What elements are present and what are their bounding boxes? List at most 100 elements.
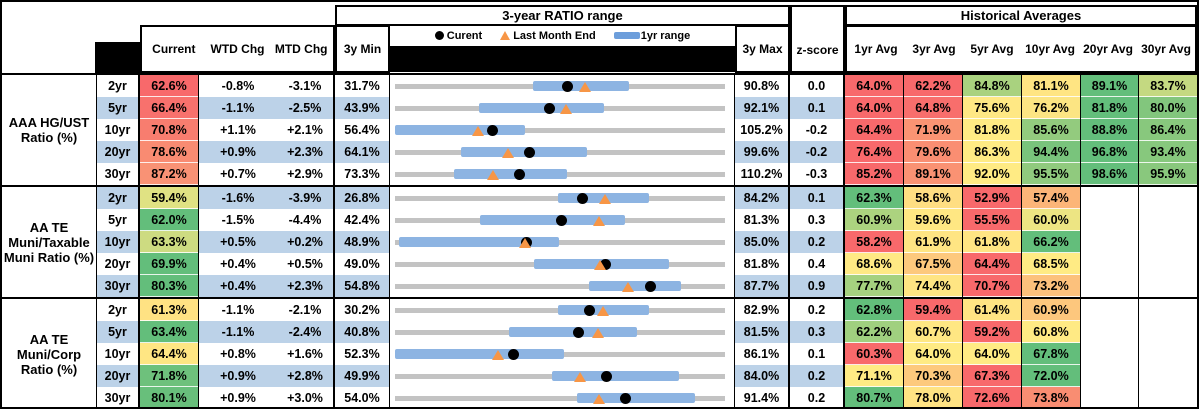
range-chart: [395, 365, 725, 387]
term-cell: 10yr: [97, 231, 140, 253]
mtd-chg-cell: -4.4%: [277, 209, 335, 231]
wtd-chg-cell: -1.1%: [199, 321, 277, 343]
range-chart: [395, 141, 725, 163]
avg-cell: 71.9%: [904, 119, 963, 141]
range-chart: [395, 299, 725, 321]
range-bar-1yr: [508, 327, 637, 337]
avg-cell: 98.6%: [1081, 163, 1139, 185]
wtd-chg-cell: -1.1%: [199, 299, 277, 321]
min-3y-cell: 40.8%: [335, 321, 390, 343]
chart-header-cell: Curent Last Month End 1yr range: [390, 25, 735, 73]
avg-cell: 80.7%: [845, 387, 904, 407]
range-chart: [395, 209, 725, 231]
min-3y-cell: 30.2%: [335, 299, 390, 321]
current-dot: [524, 146, 536, 158]
table-row: 10yr 64.4% +0.8% +1.6% 52.3% 86.1% 0.1 60.3% 64.…: [97, 343, 1197, 365]
column-header-mtd-chg: MTD Chg: [274, 42, 328, 56]
avg-cell: 59.6%: [904, 209, 963, 231]
last-month-triangle: [518, 238, 531, 248]
header-black-band: [390, 46, 735, 72]
min-3y-cell: 54.0%: [335, 387, 390, 407]
last-month-triangle: [491, 350, 504, 360]
avg-cell: 81.1%: [1022, 75, 1081, 97]
range-bar-1yr: [454, 169, 567, 179]
term-cell: 2yr: [97, 75, 140, 97]
wtd-chg-cell: +0.8%: [199, 343, 277, 365]
avg-cell-blank: [1081, 209, 1139, 231]
avg-cell-blank: [1081, 343, 1139, 365]
range-bar-1yr: [576, 393, 695, 403]
avg-cell-blank: [1081, 275, 1139, 297]
mtd-chg-cell: -2.5%: [277, 97, 335, 119]
avg-cell-blank: [1139, 343, 1197, 365]
mtd-chg-cell: -2.4%: [277, 321, 335, 343]
min-3y-cell: 54.8%: [335, 275, 390, 297]
table-row: 2yr 62.6% -0.8% -3.1% 31.7% 90.8% 0.0 64.0% 62.2…: [97, 75, 1197, 97]
current-cell: 59.4%: [140, 187, 199, 209]
avg-cell-blank: [1139, 365, 1197, 387]
avg-cell: 57.4%: [1022, 187, 1081, 209]
zscore-cell: -0.2: [790, 141, 845, 163]
avg-cell: 84.8%: [963, 75, 1022, 97]
avg-cell: 92.0%: [963, 163, 1022, 185]
last-month-triangle: [573, 372, 586, 382]
range-chart: [395, 119, 725, 141]
current-dot: [584, 304, 596, 316]
max-3y-cell: 85.0%: [735, 231, 790, 253]
range-bar-1yr: [395, 349, 564, 359]
avg-cell-blank: [1081, 187, 1139, 209]
mtd-chg-cell: +2.3%: [277, 141, 335, 163]
range-track: [395, 127, 725, 133]
group-rows: 2yr 59.4% -1.6% -3.9% 26.8% 84.2% 0.1 62.3% 58.6…: [97, 187, 1197, 297]
current-cell: 80.1%: [140, 387, 199, 407]
max-3y-cell: 81.8%: [735, 253, 790, 275]
wtd-chg-cell: +0.4%: [199, 275, 277, 297]
avg-cell: 61.8%: [963, 231, 1022, 253]
avg-cell: 64.0%: [963, 343, 1022, 365]
avg-cell: 70.7%: [963, 275, 1022, 297]
max-3y-cell: 81.5%: [735, 321, 790, 343]
table-row: 2yr 59.4% -1.6% -3.9% 26.8% 84.2% 0.1 62.3% 58.6…: [97, 187, 1197, 209]
min-3y-cell: 73.3%: [335, 163, 390, 185]
range-chart-cell: [390, 343, 735, 365]
term-cell: 30yr: [97, 387, 140, 407]
range-chart: [395, 387, 725, 407]
avg-cell-blank: [1139, 209, 1197, 231]
avg-cell-blank: [1139, 253, 1197, 275]
last-month-triangle: [592, 216, 605, 226]
avg-cell: 89.1%: [904, 163, 963, 185]
column-header-10yr-avg: 10yr Avg: [1025, 42, 1075, 56]
current-cell: 78.6%: [140, 141, 199, 163]
min-3y-cell: 64.1%: [335, 141, 390, 163]
table-row: 20yr 78.6% +0.9% +2.3% 64.1% 99.6% -0.2 76.4% 79…: [97, 141, 1197, 163]
avg-cell: 59.4%: [904, 299, 963, 321]
current-dot-icon: [434, 31, 444, 40]
avg-cell: 60.9%: [845, 209, 904, 231]
current-cell: 63.3%: [140, 231, 199, 253]
column-header-3y-max: 3y Max: [735, 25, 790, 73]
wtd-chg-cell: +0.7%: [199, 163, 277, 185]
avg-cell: 86.4%: [1139, 119, 1197, 141]
legend-item-1yr-range: 1yr range: [613, 30, 690, 42]
avg-cell: 59.2%: [963, 321, 1022, 343]
avg-cell: 61.9%: [904, 231, 963, 253]
term-cell: 5yr: [97, 97, 140, 119]
term-cell: 10yr: [97, 343, 140, 365]
table-row: 2yr 61.3% -1.1% -2.1% 30.2% 82.9% 0.2 62.8% 59.4…: [97, 299, 1197, 321]
zscore-cell: 0.1: [790, 97, 845, 119]
current-cell: 64.4%: [140, 343, 199, 365]
avg-cell: 83.7%: [1139, 75, 1197, 97]
avg-cell: 60.7%: [904, 321, 963, 343]
current-cell: 61.3%: [140, 299, 199, 321]
wtd-chg-cell: -1.5%: [199, 209, 277, 231]
mtd-chg-cell: -3.9%: [277, 187, 335, 209]
range-chart-cell: [390, 163, 735, 185]
wtd-chg-cell: +1.1%: [199, 119, 277, 141]
avg-cell: 96.8%: [1081, 141, 1139, 163]
avg-cell: 76.4%: [845, 141, 904, 163]
range-bar-1yr: [395, 125, 525, 135]
avg-cell: 64.0%: [845, 75, 904, 97]
avg-cell: 77.7%: [845, 275, 904, 297]
max-3y-cell: 87.7%: [735, 275, 790, 297]
last-month-triangle: [578, 82, 591, 92]
